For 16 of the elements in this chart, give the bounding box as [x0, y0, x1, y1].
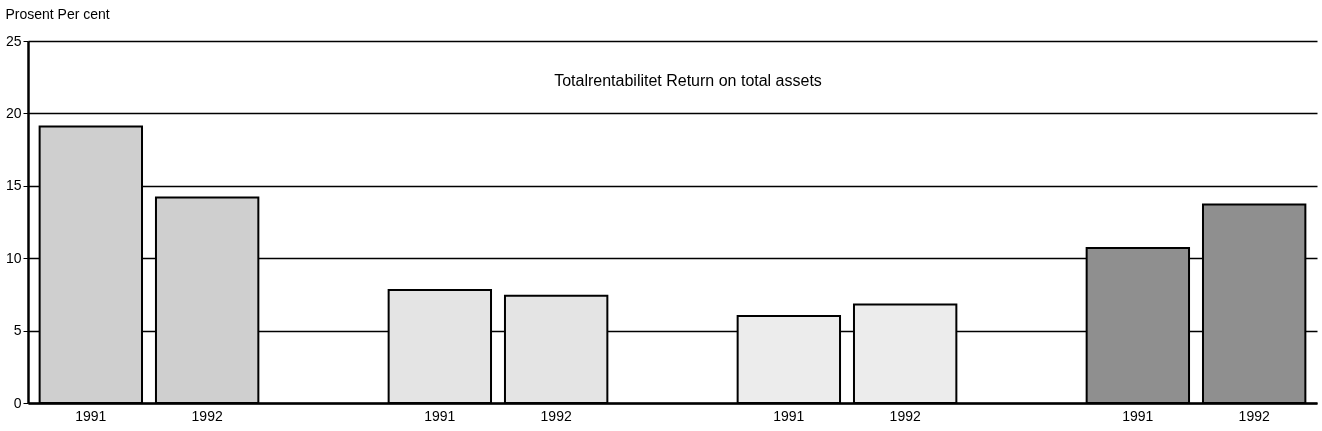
y-tick-label: 20 — [5, 104, 22, 121]
x-tick-label: 1992 — [889, 407, 921, 424]
x-tick-label: 1992 — [1238, 407, 1270, 424]
x-tick-label: 1991 — [773, 407, 805, 424]
y-tick-label: 15 — [5, 177, 22, 194]
y-tick-label: 5 — [13, 322, 22, 339]
y-axis-title: Prosent Per cent — [5, 6, 110, 22]
x-tick-label: 1991 — [424, 407, 456, 424]
x-tick-label: 1992 — [191, 407, 223, 424]
x-tick-label: 1992 — [540, 407, 572, 424]
y-tick-label: 25 — [5, 32, 22, 49]
x-tick-label: 1991 — [1122, 407, 1154, 424]
text: Totalrentabilitet Return on total assets — [554, 71, 822, 89]
x-tick-label: 1991 — [75, 407, 107, 424]
y-tick-label: 0 — [13, 394, 22, 411]
y-tick-label: 10 — [5, 249, 22, 266]
